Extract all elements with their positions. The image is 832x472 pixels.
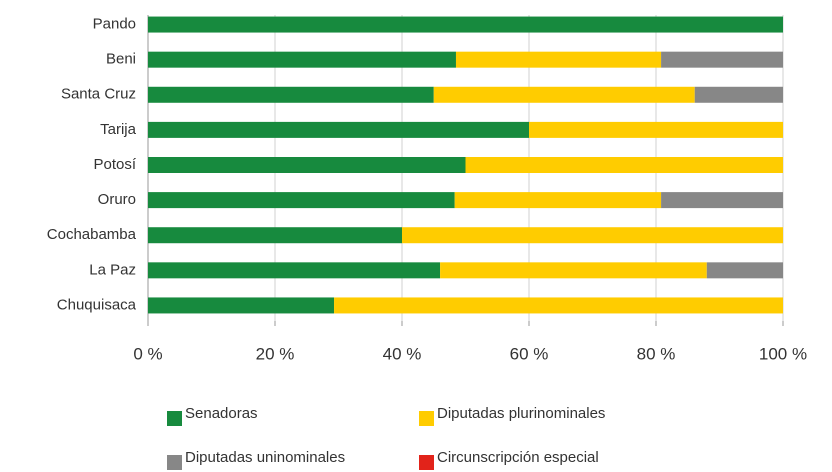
x-tick-label: 20 % bbox=[256, 344, 295, 363]
bar-segment bbox=[694, 86, 783, 103]
bar-segment bbox=[433, 86, 695, 103]
y-tick-label: Beni bbox=[106, 51, 136, 68]
bar-segment bbox=[454, 192, 662, 209]
bar-segment bbox=[465, 157, 783, 173]
y-tick-label: La Paz bbox=[89, 261, 136, 278]
bar-segment bbox=[440, 262, 707, 279]
bar-segment bbox=[455, 51, 662, 68]
y-tick-label: Chuquisaca bbox=[57, 296, 137, 313]
legend-swatch bbox=[167, 411, 182, 426]
bar-segment bbox=[148, 121, 529, 138]
y-tick-label: Tarija bbox=[100, 121, 137, 138]
legend-swatch bbox=[167, 455, 182, 470]
bar-segment bbox=[148, 51, 456, 68]
bar-segment bbox=[148, 262, 441, 279]
bar-segment bbox=[148, 192, 455, 209]
legend-label: Circunscripción especial bbox=[437, 449, 599, 466]
x-tick-label: 100 % bbox=[759, 344, 807, 363]
x-tick-label: 80 % bbox=[637, 344, 676, 363]
y-tick-label: Santa Cruz bbox=[61, 86, 136, 103]
legend-label: Diputadas uninominales bbox=[185, 449, 345, 466]
bar-segment bbox=[661, 192, 783, 209]
x-tick-label: 40 % bbox=[383, 344, 422, 363]
bar-segment bbox=[148, 297, 335, 314]
x-tick-label: 60 % bbox=[510, 344, 549, 363]
y-tick-label: Oruro bbox=[98, 191, 136, 208]
bar-segment bbox=[402, 227, 783, 244]
legend-swatch bbox=[419, 455, 434, 470]
x-tick-label: 0 % bbox=[133, 344, 162, 363]
y-tick-label: Pando bbox=[93, 16, 136, 33]
legend-swatch bbox=[419, 411, 434, 426]
bar-segment bbox=[148, 16, 783, 33]
bar-segment bbox=[661, 51, 783, 68]
bar-segment bbox=[148, 86, 434, 103]
bar-segment bbox=[148, 157, 466, 173]
bar-segment bbox=[334, 297, 783, 314]
bar-segment bbox=[529, 121, 783, 138]
bar-segment bbox=[148, 227, 402, 244]
legend-label: Senadoras bbox=[185, 405, 258, 422]
y-tick-label: Cochabamba bbox=[47, 226, 137, 243]
y-tick-label: Potosí bbox=[93, 156, 136, 173]
legend-label: Diputadas plurinominales bbox=[437, 405, 605, 422]
bar-segment bbox=[706, 262, 783, 279]
